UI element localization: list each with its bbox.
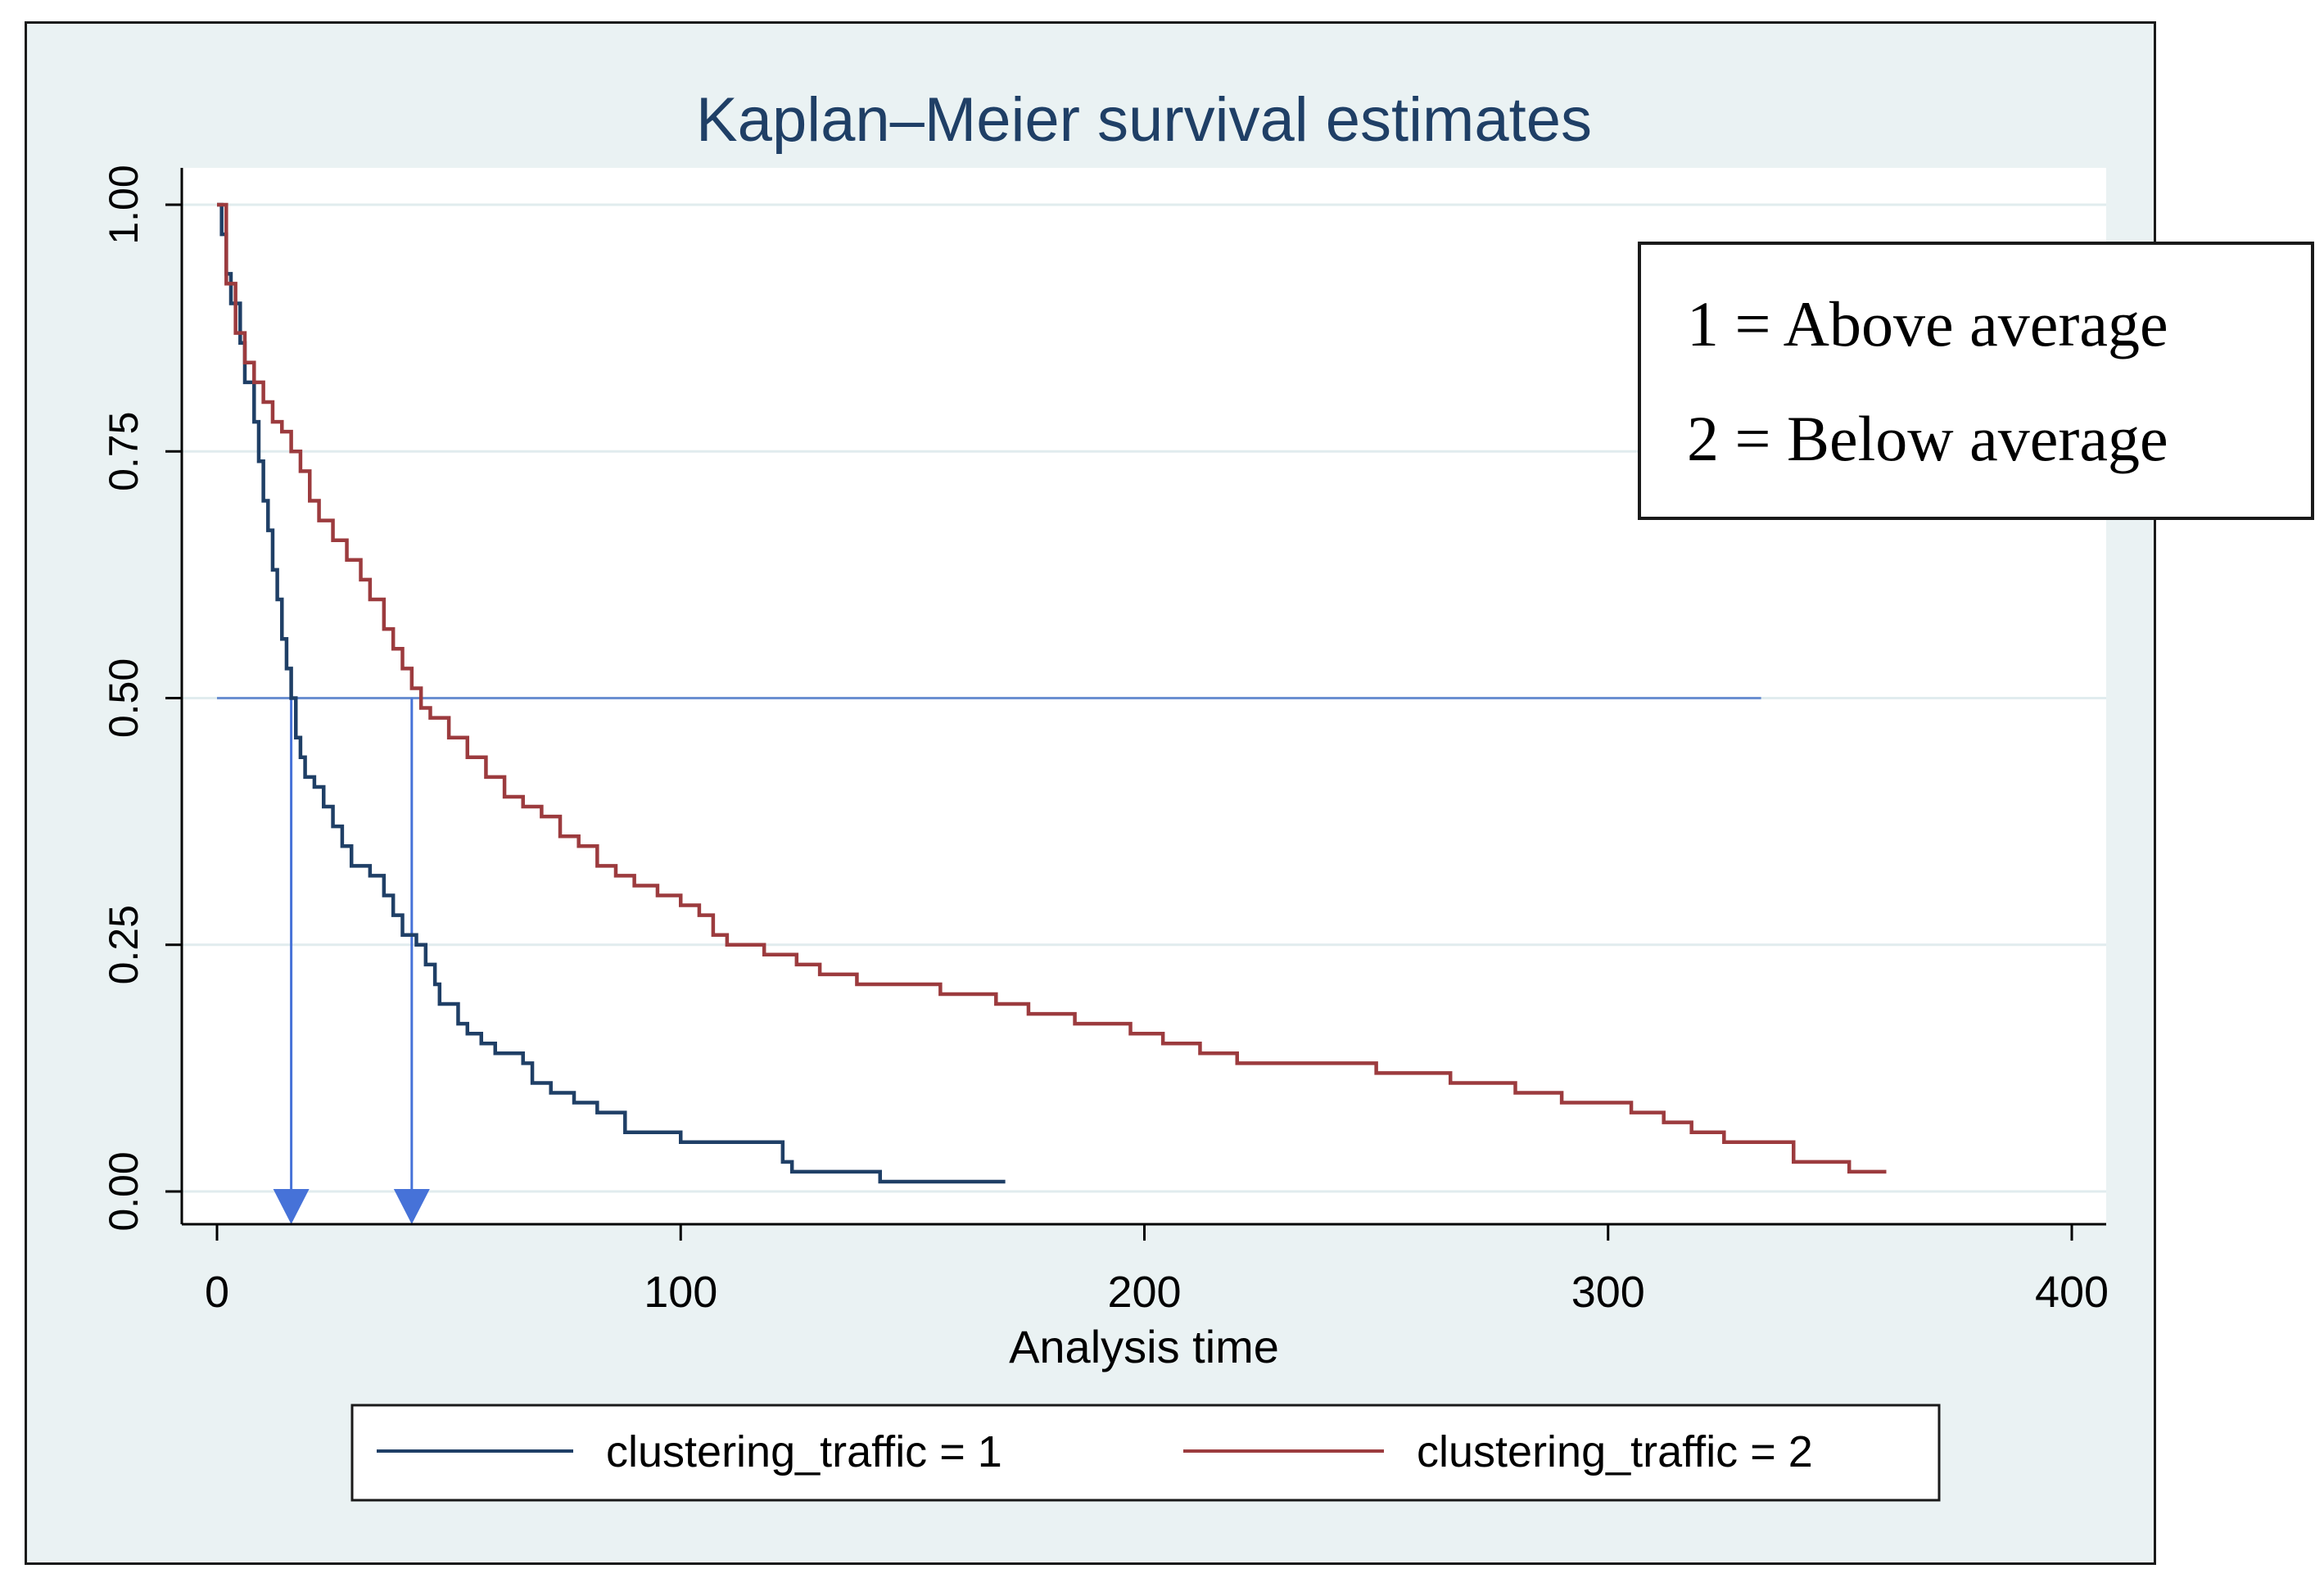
legend-box: [350, 1404, 1941, 1502]
series-line-1: [217, 202, 1006, 1184]
x-axis-label: Analysis time: [1009, 1321, 1279, 1372]
x-tick-label: 0: [205, 1268, 229, 1317]
x-tick-label: 300: [1571, 1268, 1645, 1317]
y-tick-label: 1.00: [101, 165, 147, 244]
median-arrow-head: [273, 1189, 310, 1224]
median-reference: [217, 697, 1761, 1224]
series-line-2: [217, 202, 1887, 1174]
x-tick-label: 200: [1107, 1268, 1181, 1317]
survival-curves: [217, 202, 1887, 1184]
legend-label-2: clustering_traffic = 2: [1417, 1427, 1813, 1476]
y-tick-label: 0.25: [101, 905, 147, 984]
annotation-line-1: 1 = Above average: [1687, 288, 2168, 359]
y-tick-label: 0.50: [101, 658, 147, 738]
y-tick-label: 0.00: [101, 1151, 147, 1231]
x-tick-label: 400: [2035, 1268, 2109, 1317]
chart-title: Kaplan–Meier survival estimates: [696, 85, 1592, 155]
legend-label-1: clustering_traffic = 1: [606, 1427, 1002, 1476]
annotation-line-2: 2 = Below average: [1687, 403, 2168, 474]
axes: 0.00 0.25 0.50 0.75 1.00 0 100 200 300 400: [101, 165, 2109, 1317]
y-tick-label: 0.75: [101, 412, 147, 491]
x-tick-label: 100: [644, 1268, 717, 1317]
legend: clustering_traffic = 1 clustering_traffi…: [350, 1404, 1941, 1502]
annotation-frame: [1638, 242, 2314, 520]
annotation-box: 1 = Above average 2 = Below average: [1638, 242, 2314, 520]
median-arrow-head: [393, 1189, 430, 1224]
